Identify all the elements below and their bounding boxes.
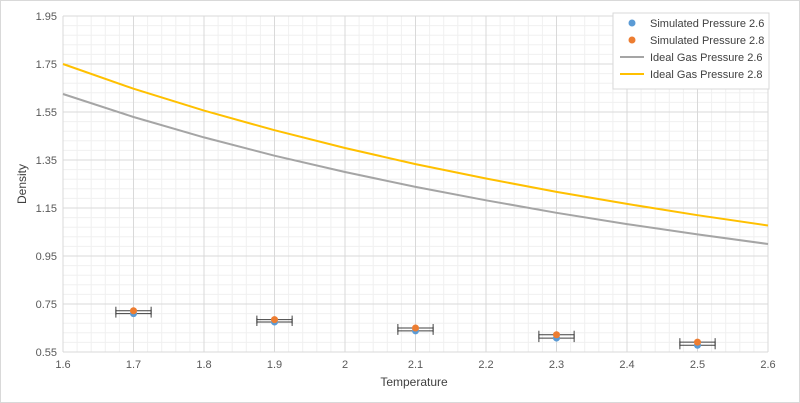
data-point <box>271 316 278 324</box>
y-tick-label: 1.55 <box>36 107 57 119</box>
x-tick-labels: 1.6 1.7 1.8 1.9 2 2.1 2.2 2.3 2.4 2.5 2.6 <box>55 359 775 371</box>
x-tick-label: 2.2 <box>478 359 493 371</box>
x-tick-label: 2 <box>342 359 348 371</box>
legend-box <box>612 12 770 90</box>
y-tick-label: 0.75 <box>36 299 57 311</box>
y-tick-label: 0.55 <box>36 347 57 359</box>
y-tick-label: 1.95 <box>36 11 57 23</box>
data-point <box>412 324 419 332</box>
x-tick-label: 1.9 <box>267 359 282 371</box>
y-tick-label: 1.75 <box>36 59 57 71</box>
major-gridlines <box>62 15 769 353</box>
x-tick-label: 1.7 <box>126 359 141 371</box>
ideal-gas-lines <box>62 63 769 245</box>
x-tick-label: 1.6 <box>55 359 70 371</box>
y-tick-label: 1.35 <box>36 155 57 167</box>
legend-label: Simulated Pressure 2.8 <box>650 35 764 47</box>
x-tick-label: 2.3 <box>549 359 564 371</box>
y-tick-label: 0.95 <box>36 251 57 263</box>
data-points <box>130 307 701 349</box>
series-line <box>62 63 769 227</box>
legend-label: Ideal Gas Pressure 2.6 <box>650 52 763 64</box>
y-tick-labels: 0.55 0.75 0.95 1.15 1.35 1.55 1.75 1.95 <box>36 11 57 359</box>
x-tick-label: 2.6 <box>760 359 775 371</box>
y-tick-label: 1.15 <box>36 203 57 215</box>
x-axis-title: Temperature <box>380 375 448 389</box>
x-tick-label: 2.1 <box>408 359 423 371</box>
legend-label: Simulated Pressure 2.6 <box>650 18 764 30</box>
data-point <box>553 331 560 339</box>
legend-marker <box>628 36 636 44</box>
legend-label: Ideal Gas Pressure 2.8 <box>650 69 763 81</box>
data-point <box>130 307 137 315</box>
legend: Simulated Pressure 2.6 Simulated Pressure… <box>612 12 770 90</box>
x-tick-label: 2.5 <box>690 359 705 371</box>
x-tick-label: 1.8 <box>196 359 211 371</box>
y-axis-title: Density <box>15 164 29 204</box>
series-line <box>62 93 769 245</box>
x-tick-label: 2.4 <box>619 359 634 371</box>
data-point <box>694 338 701 346</box>
legend-marker <box>628 19 636 27</box>
